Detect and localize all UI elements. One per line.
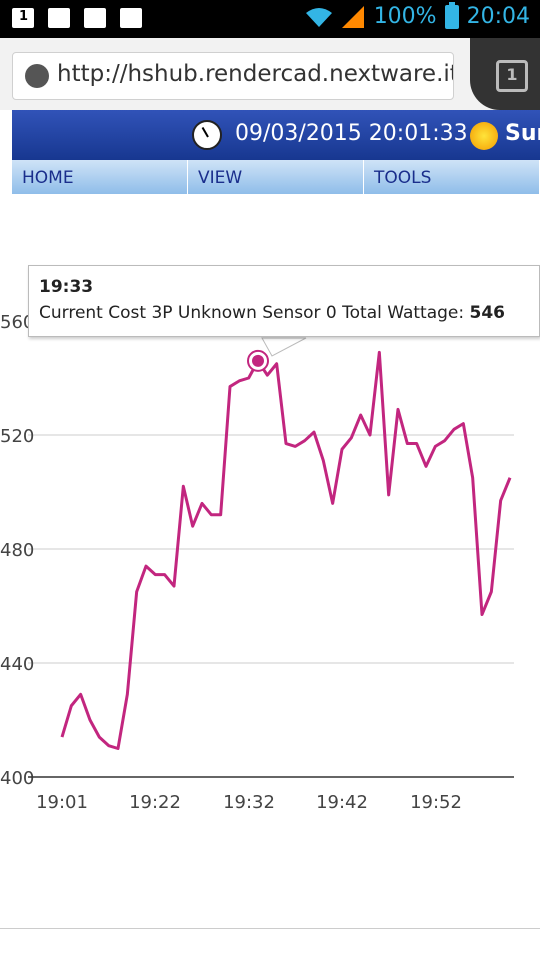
x-tick-label: 19:01 xyxy=(36,792,88,813)
sun-icon xyxy=(470,122,498,150)
x-tick-label: 19:32 xyxy=(223,792,275,813)
tooltip-pointer xyxy=(261,337,307,357)
header-datetime: 09/03/2015 20:01:33 xyxy=(235,121,468,146)
bottom-divider xyxy=(0,928,540,929)
y-tick-label: 400 xyxy=(0,768,34,789)
y-tick-label: 520 xyxy=(0,426,34,447)
image-icon xyxy=(48,8,70,28)
tabs-button[interactable]: 1 xyxy=(496,60,528,92)
notification-count-icon xyxy=(12,8,34,28)
chart-tooltip: 19:33 Current Cost 3P Unknown Sensor 0 T… xyxy=(28,265,540,337)
tooltip-time: 19:33 xyxy=(39,277,94,297)
nav-bar: HOME VIEW TOOLS xyxy=(12,160,540,194)
tooltip-body: Current Cost 3P Unknown Sensor 0 Total W… xyxy=(39,303,505,323)
left-strip xyxy=(0,110,12,194)
highlight-point xyxy=(252,354,264,367)
browser-toolbar: http://hshub.rendercad.nextware.it xyxy=(0,38,540,110)
gmail-icon xyxy=(84,8,106,28)
globe-icon xyxy=(25,64,49,88)
clock-icon xyxy=(192,120,222,150)
sun-label: Sur xyxy=(505,121,540,146)
x-tick-label: 19:52 xyxy=(410,792,462,813)
battery-percent: 100% xyxy=(373,4,437,29)
x-tick-label: 19:22 xyxy=(129,792,181,813)
notification-icons xyxy=(12,8,142,28)
status-bar: 100% 20:04 xyxy=(0,0,540,38)
nav-view[interactable]: VIEW xyxy=(188,160,364,194)
y-tick-label: 480 xyxy=(0,540,34,561)
site-header: 09/03/2015 20:01:33 Sur xyxy=(0,110,540,160)
signal-icon xyxy=(341,5,364,28)
wifi-icon xyxy=(305,7,332,27)
battery-icon xyxy=(444,1,459,29)
chat-icon xyxy=(120,8,142,28)
clock-time: 20:04 xyxy=(466,4,530,29)
series-line xyxy=(60,350,512,750)
url-text: http://hshub.rendercad.nextware.it xyxy=(57,61,454,87)
y-tick-label: 440 xyxy=(0,654,34,675)
y-tick-label: 560 xyxy=(0,312,34,333)
x-tick-label: 19:42 xyxy=(316,792,368,813)
nav-tools[interactable]: TOOLS xyxy=(364,160,540,194)
tabs-area: 1 xyxy=(470,38,540,110)
nav-home[interactable]: HOME xyxy=(12,160,188,194)
tooltip-value: 546 xyxy=(469,303,506,323)
url-field[interactable]: http://hshub.rendercad.nextware.it xyxy=(12,52,454,100)
tooltip-series-label: Current Cost 3P Unknown Sensor 0 Total W… xyxy=(39,303,465,323)
